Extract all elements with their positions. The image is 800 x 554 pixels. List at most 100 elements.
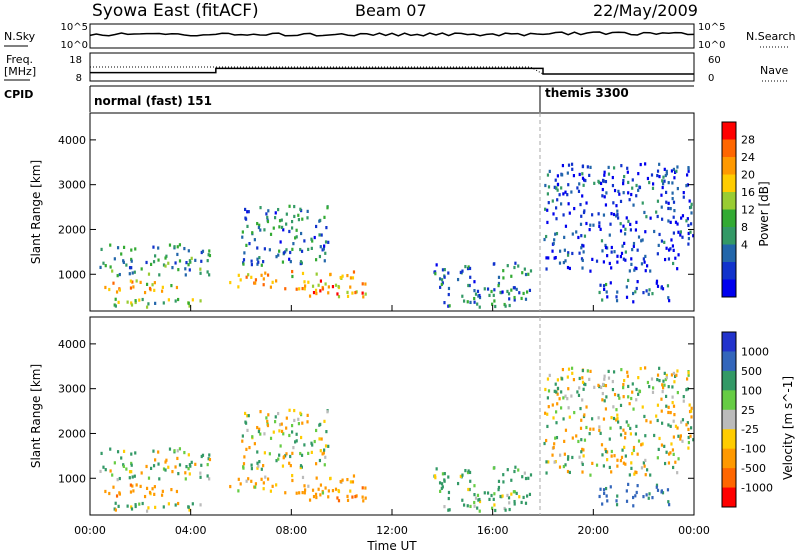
velocity-cell	[502, 480, 505, 484]
velocity-cell	[100, 451, 103, 456]
power-cell	[566, 171, 569, 175]
velocity-cell	[631, 382, 634, 386]
power-cell	[667, 181, 670, 185]
velocity-cell	[603, 377, 606, 381]
velocity-cell	[299, 451, 302, 456]
colorbar-segment	[722, 468, 736, 489]
power-cell	[527, 272, 530, 276]
velocity-cell	[664, 377, 667, 382]
velocity-cell	[663, 461, 667, 466]
velocity-cell	[622, 382, 625, 387]
velocity-cell	[686, 377, 689, 381]
velocity-cell	[187, 467, 190, 471]
power-cell	[132, 285, 135, 289]
power-cell	[153, 281, 156, 285]
velocity-cell	[171, 470, 174, 474]
velocity-cell	[646, 468, 649, 472]
velocity-cell	[474, 496, 478, 500]
power-cell	[278, 225, 281, 229]
power-cell	[546, 220, 549, 225]
power-cell	[278, 249, 281, 253]
power-cell	[443, 268, 446, 272]
power-cell	[646, 176, 650, 181]
power-cell	[466, 300, 469, 304]
power-cell	[679, 230, 683, 234]
velocity-cell	[239, 482, 242, 486]
power-cell	[326, 206, 329, 210]
power-cell	[311, 239, 314, 243]
velocity-cell	[527, 476, 530, 480]
velocity-cell	[153, 492, 156, 496]
velocity-cell	[364, 496, 367, 500]
power-cell	[473, 300, 476, 304]
velocity-cell	[337, 499, 341, 503]
velocity-cell	[551, 453, 554, 457]
velocity-cell	[321, 491, 325, 495]
velocity-panel-frame	[89, 316, 695, 516]
velocity-cell	[260, 477, 263, 481]
velocity-cell	[200, 454, 203, 459]
velocity-cell	[355, 494, 358, 498]
velocity-cell	[476, 506, 479, 510]
colorbar-segment	[722, 332, 736, 352]
power-cell	[649, 269, 652, 273]
power-cell	[440, 282, 443, 287]
velocity-cell	[553, 460, 556, 464]
velocity-cell	[176, 456, 179, 461]
velocity-cell	[176, 449, 179, 453]
velocity-cell	[303, 488, 307, 492]
cpid-label: CPID	[4, 88, 33, 101]
velocity-cell	[622, 395, 625, 399]
velocity-cell	[114, 508, 117, 512]
velocity-cell	[459, 474, 462, 478]
velocity-cell	[623, 436, 627, 440]
power-cell	[171, 266, 174, 270]
y-tick-label: 1000	[58, 472, 86, 485]
velocity-cell	[486, 491, 490, 495]
velocity-cell	[563, 452, 566, 456]
velocity-cell	[476, 493, 480, 497]
power-cell	[686, 173, 689, 177]
power-cell	[250, 275, 253, 279]
power-cell	[118, 288, 122, 292]
velocity-cell	[331, 489, 335, 493]
power-cell	[148, 286, 152, 291]
power-cell	[656, 169, 660, 173]
velocity-cell	[184, 477, 187, 481]
power-cell	[619, 229, 623, 233]
velocity-cell	[334, 487, 338, 491]
power-cell	[682, 195, 685, 199]
velocity-cell	[187, 505, 190, 509]
velocity-cell	[200, 463, 203, 467]
velocity-cell	[275, 483, 278, 487]
velocity-cell	[467, 487, 470, 492]
power-cell	[688, 199, 691, 203]
power-cell	[208, 249, 211, 253]
velocity-cell	[562, 396, 565, 400]
power-cell	[268, 248, 271, 252]
power-cell	[327, 240, 330, 244]
velocity-cell	[551, 403, 554, 407]
y-tick-label: 3000	[58, 383, 86, 396]
power-cell	[143, 290, 147, 295]
velocity-cell	[630, 466, 633, 470]
power-cell	[282, 251, 286, 255]
colorbar-tick-label: 28	[741, 134, 755, 147]
velocity-cell	[555, 410, 558, 414]
power-cell	[620, 164, 623, 168]
power-cell	[260, 263, 263, 267]
velocity-cell	[648, 492, 651, 496]
velocity-cell	[187, 453, 190, 457]
power-cell	[555, 186, 558, 190]
power-cell	[581, 266, 584, 270]
power-cell	[173, 245, 176, 249]
velocity-cell	[122, 449, 126, 453]
power-cell	[310, 246, 313, 250]
power-cell	[361, 291, 364, 295]
velocity-cell	[599, 431, 602, 435]
velocity-cell	[650, 377, 654, 381]
velocity-cell	[303, 484, 306, 488]
power-cell	[687, 167, 690, 171]
velocity-cell	[576, 390, 579, 394]
velocity-cell	[434, 474, 437, 478]
